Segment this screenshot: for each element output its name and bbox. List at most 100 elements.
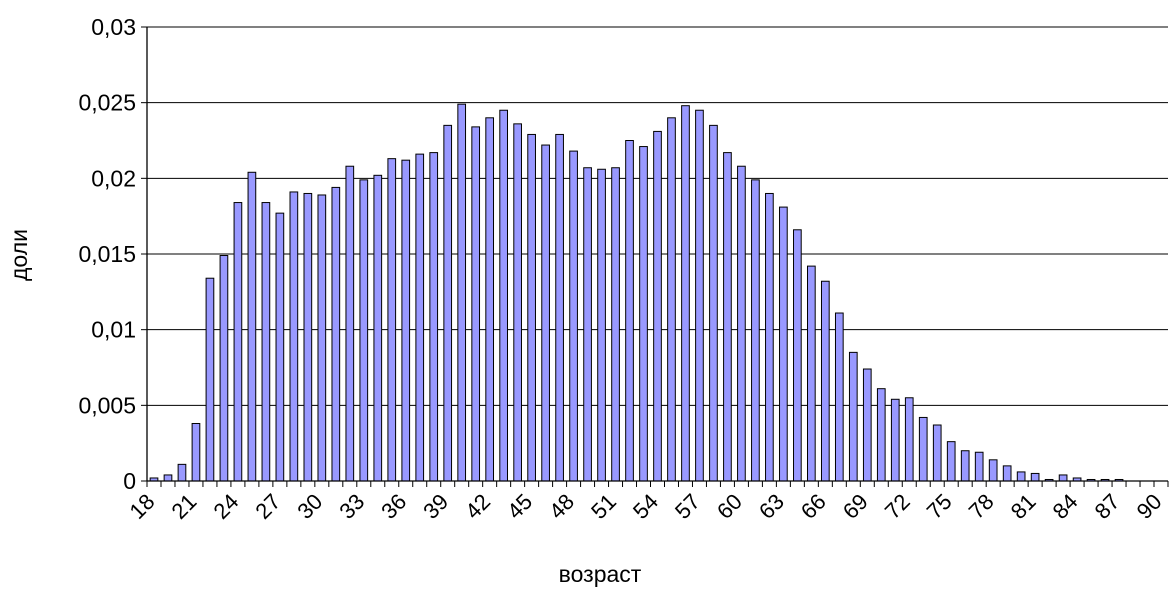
- x-tick-label: 33: [334, 489, 369, 524]
- x-tick-label: 57: [670, 489, 705, 524]
- bar: [219, 255, 229, 482]
- x-tick-label: 30: [292, 489, 327, 524]
- bar: [429, 152, 439, 482]
- x-axis-label: возраст: [559, 561, 642, 587]
- bar: [247, 171, 257, 482]
- bar: [499, 109, 508, 482]
- bar: [163, 474, 173, 482]
- x-tick-label: 90: [1132, 489, 1167, 524]
- x-tick-label: 78: [964, 489, 999, 524]
- bar: [779, 206, 788, 482]
- bar: [1030, 472, 1040, 482]
- bar: [401, 159, 411, 482]
- bar: [443, 124, 453, 482]
- bar: [275, 212, 285, 482]
- bar: [569, 150, 578, 482]
- bar: [317, 194, 327, 482]
- bar: [848, 351, 858, 482]
- x-tick-label: 45: [502, 489, 537, 524]
- bar: [583, 167, 592, 482]
- bar: [527, 133, 536, 482]
- bar: [1016, 471, 1026, 482]
- bar: [807, 265, 816, 482]
- bar: [359, 179, 369, 482]
- bar: [513, 123, 522, 482]
- bar: [331, 186, 341, 482]
- y-tick-label: 0,005: [78, 392, 136, 418]
- y-tick-labels: 0 0,005 0,01 0,015 0,02 0,025 0,03: [78, 14, 136, 494]
- bar: [681, 105, 690, 482]
- bar: [205, 277, 215, 482]
- bar: [471, 126, 481, 482]
- bar: [191, 422, 201, 482]
- x-tick-label: 87: [1090, 489, 1125, 524]
- x-tick-label: 72: [880, 489, 915, 524]
- x-tick-label: 54: [628, 489, 663, 524]
- bar: [289, 191, 299, 482]
- bar: [639, 146, 648, 482]
- bar: [876, 388, 886, 482]
- bar: [946, 441, 956, 482]
- x-tick-label: 75: [922, 489, 957, 524]
- bar: [415, 153, 425, 482]
- y-tick-label: 0,025: [78, 90, 136, 116]
- x-tick-label: 27: [250, 489, 285, 524]
- bar: [373, 174, 383, 482]
- x-tick-label: 51: [586, 489, 621, 524]
- bar: [723, 152, 732, 482]
- bar: [541, 144, 550, 482]
- bar: [960, 450, 970, 482]
- bar: [177, 463, 187, 482]
- bar: [974, 451, 984, 482]
- bar: [485, 117, 495, 482]
- x-tick-label: 36: [376, 489, 411, 524]
- y-tick-label: 0,01: [91, 317, 136, 343]
- bar: [904, 397, 914, 482]
- bar: [737, 165, 746, 482]
- x-tick-label: 18: [125, 489, 160, 524]
- x-tick-label: 60: [712, 489, 747, 524]
- y-tick-label: 0,03: [91, 14, 136, 40]
- bar: [457, 103, 467, 482]
- bar: [261, 202, 271, 482]
- bar: [751, 179, 760, 482]
- bar: [918, 416, 928, 482]
- bar: [862, 368, 872, 482]
- bar: [890, 398, 900, 482]
- y-axis-label: доли: [6, 229, 32, 281]
- bar: [233, 202, 243, 482]
- x-tick-label: 24: [208, 489, 243, 524]
- x-tick-label: 48: [544, 489, 579, 524]
- bar: [988, 459, 998, 482]
- bar: [820, 280, 830, 482]
- bar: [611, 167, 620, 482]
- bar: [387, 158, 397, 482]
- bar: [932, 424, 942, 482]
- bar: [653, 130, 662, 482]
- bar: [695, 109, 704, 482]
- bar: [597, 168, 606, 482]
- axes: [141, 26, 1169, 487]
- x-tick-label: 81: [1006, 489, 1041, 524]
- x-tick-label: 42: [460, 489, 495, 524]
- x-tick-label: 66: [796, 489, 831, 524]
- bar: [345, 165, 355, 482]
- x-tick-label: 21: [166, 489, 201, 524]
- y-tick-label: 0,015: [78, 241, 136, 267]
- bar: [555, 133, 564, 482]
- y-tick-label: 0,02: [91, 165, 136, 191]
- bars: [149, 103, 1124, 482]
- x-tick-label: 39: [418, 489, 453, 524]
- bar: [303, 192, 313, 482]
- bar: [709, 124, 718, 482]
- x-tick-label: 69: [838, 489, 873, 524]
- bar: [1058, 474, 1068, 482]
- bar: [793, 229, 802, 482]
- bar: [667, 117, 676, 482]
- bar: [625, 140, 634, 482]
- x-tick-label: 84: [1048, 489, 1083, 524]
- bar: [1002, 465, 1012, 482]
- y-tick-label: 0: [123, 468, 136, 494]
